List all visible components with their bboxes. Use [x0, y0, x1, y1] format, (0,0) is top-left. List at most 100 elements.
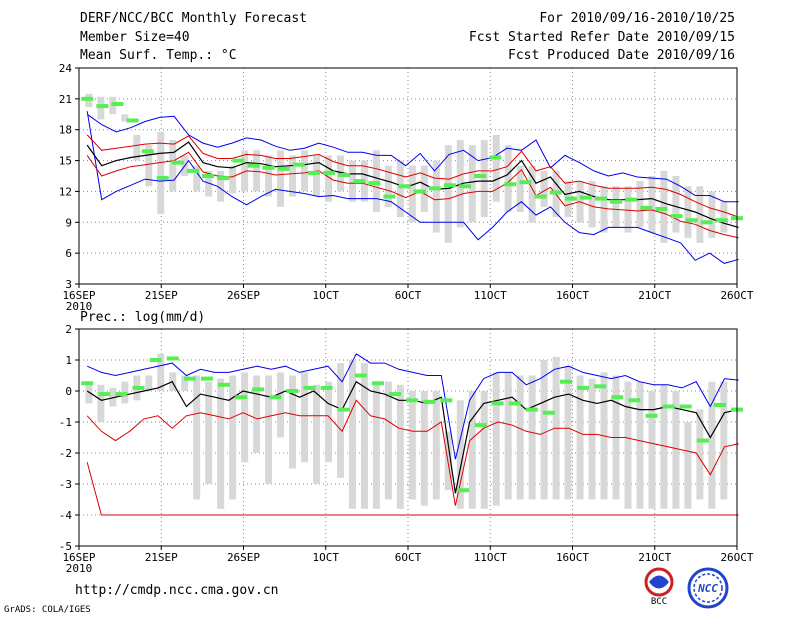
- temp-ytick-label: 3: [65, 278, 72, 291]
- temp-observed-marker: [307, 170, 320, 175]
- precip-spread-bar: [540, 360, 548, 500]
- precip-observed-marker: [577, 385, 590, 390]
- temp-observed-marker: [489, 155, 502, 160]
- temp-observed-marker: [504, 182, 517, 187]
- precip-spread-bar: [97, 384, 105, 422]
- precip-spread-bar: [624, 381, 632, 509]
- precip-xtick-label: 16SEP: [62, 551, 95, 564]
- precip-spread-bar: [253, 375, 261, 453]
- temp-observed-marker: [579, 195, 592, 200]
- temp-xtick-label: 16OCT: [556, 289, 589, 302]
- precip-ytick-label: -1: [59, 416, 72, 429]
- temp-ytick-label: 12: [59, 185, 72, 198]
- precip-spread-bar: [504, 372, 512, 500]
- temp-observed-marker: [141, 149, 154, 154]
- precip-spread-bar: [432, 391, 440, 500]
- temp-spread-bar: [624, 186, 632, 233]
- precip-spread-bar: [696, 409, 704, 500]
- precip-ytick-label: 1: [65, 354, 72, 367]
- precip-spread-bar: [396, 384, 404, 509]
- temp-observed-marker: [171, 160, 184, 165]
- temp-xtick-label: 16SEP: [62, 289, 95, 302]
- temp-spread-bar: [217, 170, 225, 202]
- precip-panel-title: Prec.: log(mm/d): [80, 310, 206, 325]
- temp-observed-marker: [277, 166, 290, 171]
- temp-observed-marker: [700, 220, 713, 225]
- temp-ytick-label: 21: [59, 93, 72, 106]
- temp-observed-marker: [655, 206, 668, 211]
- temp-spread-bar: [636, 181, 644, 228]
- temp-observed-marker: [126, 118, 139, 123]
- temp-observed-marker: [398, 184, 411, 189]
- temp-observed-marker: [156, 176, 169, 181]
- temp-observed-marker: [292, 162, 305, 167]
- precip-ytick-label: 2: [65, 323, 72, 336]
- temp-spread-bar: [720, 201, 728, 233]
- temp-spread-bar: [157, 131, 165, 215]
- temp-spread-bar: [241, 150, 249, 192]
- temp-xtick-label: 26SEP: [227, 289, 260, 302]
- precip-observed-marker: [713, 402, 726, 407]
- precip-spread-bar: [684, 422, 692, 509]
- temp-spread-bar: [289, 155, 297, 197]
- figure-title: DERF/NCC/BCC Monthly Forecast: [80, 11, 307, 26]
- precip-observed-marker: [474, 423, 487, 428]
- temp-spread-bar: [588, 181, 596, 228]
- precip-spread-bar: [468, 391, 476, 509]
- temp-spread-bar: [528, 165, 536, 223]
- temp-observed-marker: [459, 184, 472, 189]
- precip-ytick-label: -5: [59, 540, 72, 553]
- precip-spread-bar: [241, 372, 249, 463]
- temp-observed-marker: [685, 218, 698, 223]
- temp-spread-bar: [253, 150, 261, 192]
- temp-spread-bar: [313, 155, 321, 197]
- temp-observed-marker: [474, 174, 487, 178]
- precip-observed-marker: [560, 379, 573, 384]
- bcc-logo: BCC: [644, 567, 674, 607]
- temp-spread-bar: [540, 170, 548, 207]
- precip-observed-marker: [269, 395, 282, 400]
- precip-spread-bar: [660, 384, 668, 509]
- temp-observed-marker: [428, 186, 441, 191]
- precip-observed-marker: [98, 392, 111, 397]
- precip-observed-marker: [115, 392, 128, 397]
- temp-observed-marker: [323, 170, 336, 175]
- precip-spread-bar: [648, 391, 656, 509]
- temp-frame: [78, 67, 738, 285]
- precip-spread-bar: [588, 378, 596, 500]
- precip-xtick-label: 26OCT: [720, 551, 753, 564]
- precip-xtick-label: 6OCT: [395, 551, 422, 564]
- precip-observed-marker: [132, 385, 145, 390]
- precip-observed-marker: [440, 398, 453, 403]
- precip-spread-bar: [516, 375, 524, 500]
- temp-observed-marker: [368, 181, 381, 186]
- temp-spread-bar: [492, 134, 500, 202]
- temp-spread-bar: [169, 140, 177, 192]
- precip-spread-bar: [408, 391, 416, 500]
- temp-spread-bar: [516, 165, 524, 212]
- temp-observed-marker: [232, 158, 245, 163]
- precip-ytick-label: -4: [59, 509, 73, 522]
- precip-observed-marker: [542, 410, 555, 415]
- temp-ytick-label: 18: [59, 124, 72, 137]
- precip-observed-marker: [235, 395, 248, 400]
- precip-observed-marker: [423, 399, 436, 404]
- precip-spread-bar: [324, 381, 332, 463]
- temp-spread-bar: [324, 155, 332, 202]
- source-url[interactable]: http://cmdp.ncc.cma.gov.cn: [75, 583, 279, 598]
- precip-observed-marker: [508, 401, 521, 406]
- temp-spread-bar: [396, 160, 404, 218]
- temp-xtick-label: 26OCT: [720, 289, 753, 302]
- temp-observed-marker: [187, 168, 200, 173]
- precip-spread-bar: [229, 375, 237, 500]
- precip-observed-marker: [337, 407, 350, 412]
- precip-spread-bar: [157, 353, 165, 391]
- precip-spread-bar: [720, 381, 728, 500]
- precip-xtick-label: 26SEP: [227, 551, 260, 564]
- precip-spread-bar: [181, 375, 189, 391]
- temp-observed-marker: [443, 183, 456, 188]
- precip-series-max: [86, 353, 739, 460]
- ncc-logo: NCC: [687, 567, 729, 609]
- temp-spread-bar: [672, 176, 680, 233]
- precip-spread-bar: [193, 375, 201, 500]
